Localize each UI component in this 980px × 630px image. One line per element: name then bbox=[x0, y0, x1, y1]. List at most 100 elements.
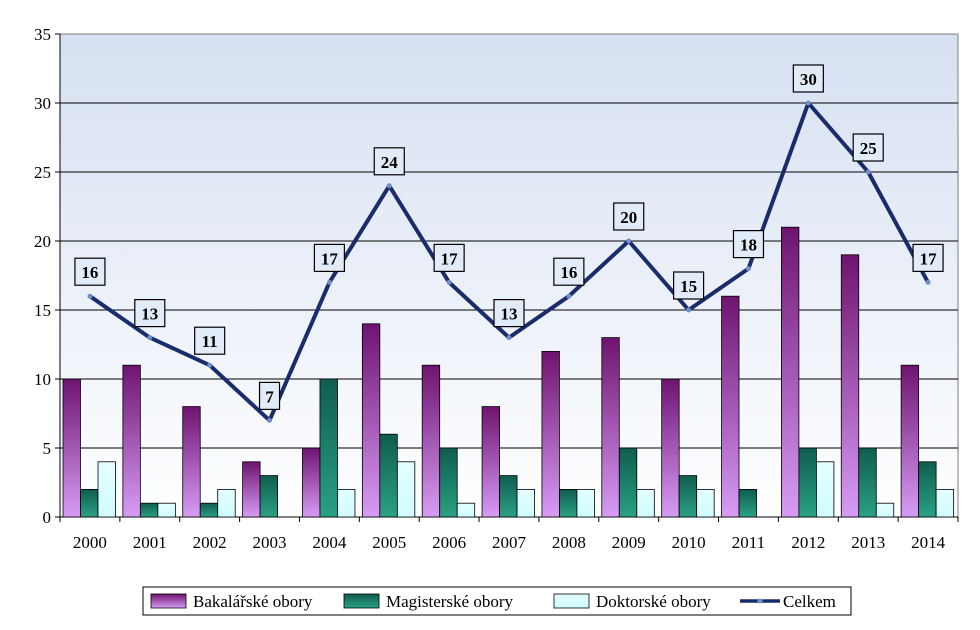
data-label-text: 16 bbox=[81, 263, 98, 282]
bars bbox=[62, 226, 955, 518]
data-label-box bbox=[194, 326, 226, 355]
total-data-label: 13 bbox=[493, 299, 525, 328]
bar-doktorske bbox=[217, 488, 236, 518]
bar-doktorske bbox=[576, 488, 595, 518]
bar-magisterske bbox=[379, 433, 398, 518]
total-point bbox=[386, 183, 392, 189]
data-label-box bbox=[134, 299, 166, 328]
legend-marker-celkem bbox=[757, 598, 763, 604]
total-data-label: 24 bbox=[373, 147, 405, 176]
total-point bbox=[506, 335, 512, 341]
data-label-text: 17 bbox=[920, 249, 938, 268]
bar-magisterske bbox=[499, 475, 518, 518]
legend-label-celkem: Celkem bbox=[783, 592, 836, 611]
total-data-label: 17 bbox=[912, 243, 944, 272]
bar-magisterske bbox=[319, 378, 338, 518]
total-point bbox=[626, 238, 632, 244]
x-tick-label: 2002 bbox=[193, 533, 227, 552]
data-label-box bbox=[433, 243, 465, 272]
x-tick-label: 2010 bbox=[672, 533, 706, 552]
data-label-text: 13 bbox=[501, 305, 518, 324]
bar-doktorske bbox=[157, 502, 176, 518]
x-tick-label: 2009 bbox=[612, 533, 646, 552]
bar-bakalarske bbox=[302, 447, 321, 518]
total-data-label: 16 bbox=[553, 257, 585, 286]
total-data-label: 17 bbox=[313, 243, 345, 272]
bar-magisterske bbox=[199, 502, 219, 518]
bar-bakalarske bbox=[421, 364, 441, 518]
bar-magisterske bbox=[139, 502, 159, 518]
bar-magisterske bbox=[618, 447, 638, 518]
y-tick-label: 10 bbox=[34, 370, 51, 389]
bar-magisterske bbox=[559, 488, 578, 518]
bar-doktorske bbox=[935, 488, 955, 518]
data-label-box bbox=[258, 381, 281, 410]
bar-bakalarske bbox=[721, 295, 740, 518]
data-label-text: 17 bbox=[321, 249, 339, 268]
bar-doktorske bbox=[816, 461, 835, 518]
data-label-box bbox=[912, 243, 944, 272]
bar-doktorske bbox=[696, 488, 715, 518]
total-data-label: 15 bbox=[672, 271, 705, 300]
y-tick-label: 35 bbox=[34, 25, 51, 44]
bar-doktorske bbox=[396, 461, 416, 518]
bar-bakalarske bbox=[361, 323, 381, 518]
legend-swatch-doktorske bbox=[553, 593, 590, 609]
data-label-box bbox=[74, 257, 106, 286]
bar-bakalarske bbox=[900, 364, 920, 518]
bar-bakalarske bbox=[840, 254, 860, 518]
data-label-box bbox=[313, 243, 345, 272]
y-tick-label: 0 bbox=[43, 508, 52, 527]
data-label-text: 7 bbox=[265, 387, 274, 406]
data-label-box bbox=[373, 147, 405, 176]
legend-swatch-magisterske bbox=[343, 593, 380, 609]
x-tick-label: 2011 bbox=[732, 533, 765, 552]
data-label-box bbox=[672, 271, 705, 300]
legend-box bbox=[142, 586, 852, 616]
data-label-text: 30 bbox=[800, 70, 817, 89]
total-point bbox=[446, 279, 452, 285]
total-point bbox=[925, 279, 931, 285]
bar-doktorske bbox=[636, 488, 655, 518]
total-point bbox=[865, 169, 871, 175]
bar-bakalarske bbox=[541, 350, 560, 518]
bar-bakalarske bbox=[661, 378, 680, 518]
bar-bakalarske bbox=[62, 378, 81, 518]
total-data-label: 11 bbox=[194, 326, 226, 355]
x-tick-label: 2013 bbox=[851, 533, 885, 552]
x-tick-label: 2005 bbox=[372, 533, 406, 552]
x-tick-label: 2001 bbox=[133, 533, 167, 552]
bar-bakalarske bbox=[242, 461, 261, 518]
total-point bbox=[326, 279, 332, 285]
total-line bbox=[87, 100, 931, 423]
bar-bakalarske bbox=[122, 364, 141, 518]
total-point bbox=[267, 417, 273, 423]
x-tick-label: 2000 bbox=[73, 533, 107, 552]
y-tick-label: 15 bbox=[34, 301, 51, 320]
total-point bbox=[147, 335, 153, 341]
data-labels: 16 13 11 7 17 24 17 13 16 20 15 18 30 25 17 bbox=[74, 64, 944, 410]
total-data-label: 7 bbox=[258, 381, 281, 410]
data-label-text: 24 bbox=[381, 153, 399, 172]
total-data-label: 30 bbox=[792, 64, 824, 93]
total-point bbox=[805, 100, 811, 106]
total-data-label: 20 bbox=[613, 202, 645, 231]
data-label-box bbox=[493, 299, 525, 328]
x-tick-label: 2004 bbox=[312, 533, 347, 552]
bar-magisterske bbox=[798, 447, 817, 518]
y-tick-label: 5 bbox=[43, 439, 52, 458]
data-label-text: 11 bbox=[202, 332, 218, 351]
bar-magisterske bbox=[439, 447, 458, 518]
x-tick-label: 2003 bbox=[253, 533, 287, 552]
legend-swatch-bakalarske bbox=[150, 593, 187, 609]
legend-label-doktorske: Doktorské obory bbox=[596, 592, 711, 611]
total-point bbox=[745, 266, 751, 272]
x-tick-label: 2008 bbox=[552, 533, 586, 552]
total-data-label: 13 bbox=[134, 299, 166, 328]
total-data-label: 16 bbox=[74, 257, 106, 286]
bar-magisterske bbox=[259, 475, 279, 518]
bar-doktorske bbox=[875, 502, 895, 518]
bar-magisterske bbox=[918, 461, 937, 518]
total-data-label: 17 bbox=[433, 243, 465, 272]
